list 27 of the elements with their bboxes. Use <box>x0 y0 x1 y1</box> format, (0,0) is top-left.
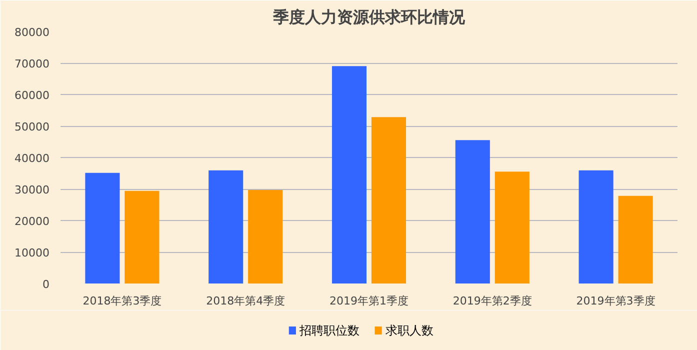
x-tick-label: 2019年第1季度 <box>330 294 409 308</box>
y-tick-label: 80000 <box>14 26 50 39</box>
bar <box>455 140 490 284</box>
y-tick-label: 30000 <box>14 184 50 196</box>
y-tick-label: 40000 <box>14 152 50 165</box>
chart-title: 季度人力资源供求环比情况 <box>272 8 466 26</box>
legend-label: 求职人数 <box>385 324 434 338</box>
bar <box>248 190 283 284</box>
bar <box>85 172 120 284</box>
bar <box>494 172 530 284</box>
x-tick-label: 2019年第2季度 <box>452 294 532 308</box>
bar <box>578 170 614 284</box>
y-tick-label: 0 <box>42 278 50 291</box>
y-tick-label: 70000 <box>14 58 50 70</box>
y-tick-label: 20000 <box>14 215 50 228</box>
x-tick-label: 2018年第4季度 <box>206 294 286 308</box>
legend-label: 招聘职位数 <box>298 324 360 338</box>
y-tick-label: 50000 <box>14 120 50 134</box>
x-tick-label: 2019年第3季度 <box>576 294 656 308</box>
bar <box>332 66 367 284</box>
bar <box>371 117 406 284</box>
y-tick-label: 60000 <box>14 89 50 102</box>
bar <box>124 190 160 284</box>
bar <box>618 196 653 284</box>
bar <box>208 170 244 284</box>
y-tick-label: 10000 <box>14 246 50 260</box>
x-tick-label: 2018年第3季度 <box>82 294 162 308</box>
